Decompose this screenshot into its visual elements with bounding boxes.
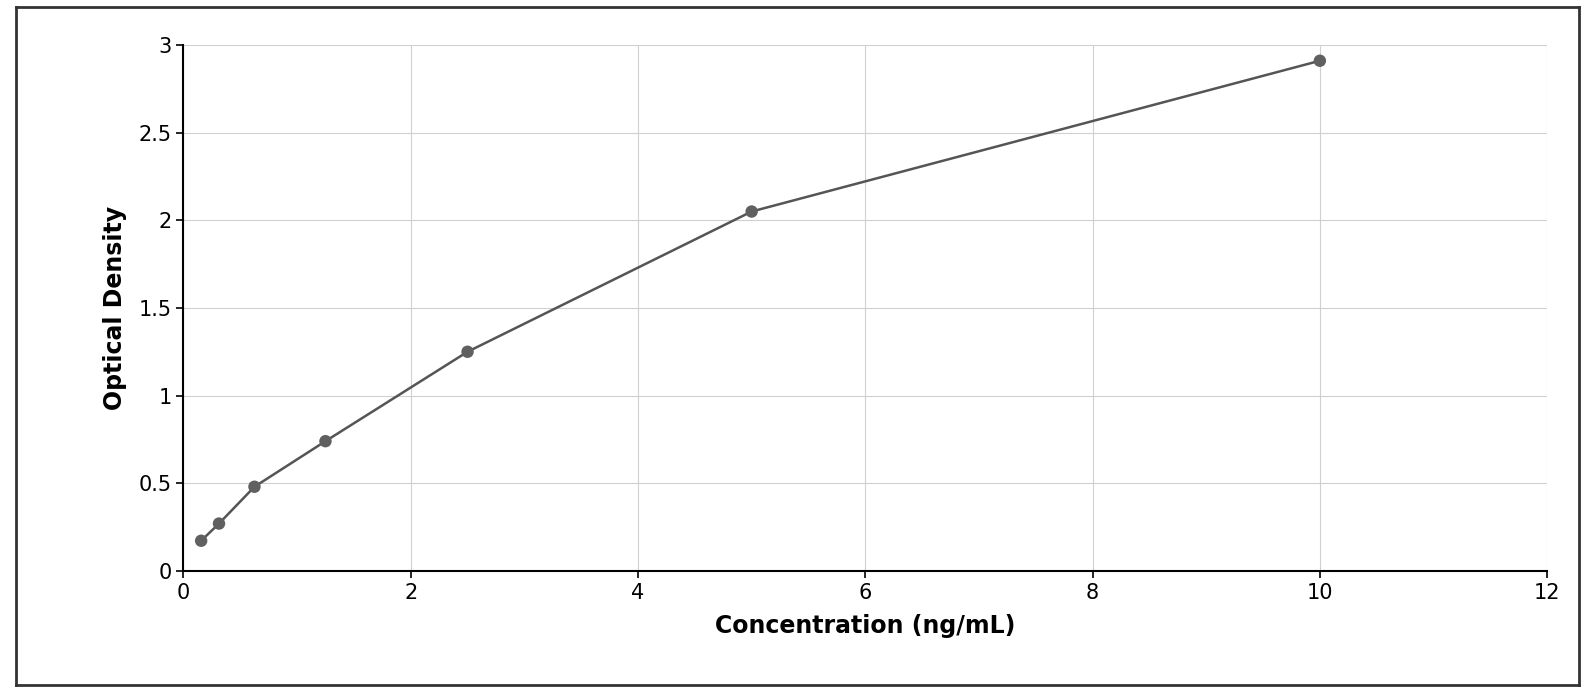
Point <box>313 436 338 447</box>
Point <box>242 481 268 492</box>
Point <box>206 518 231 529</box>
Point <box>455 346 480 357</box>
Point <box>188 535 214 546</box>
Y-axis label: Optical Density: Optical Density <box>104 206 128 410</box>
Point <box>1306 55 1332 66</box>
Point <box>738 206 764 217</box>
X-axis label: Concentration (ng/mL): Concentration (ng/mL) <box>715 614 1016 638</box>
